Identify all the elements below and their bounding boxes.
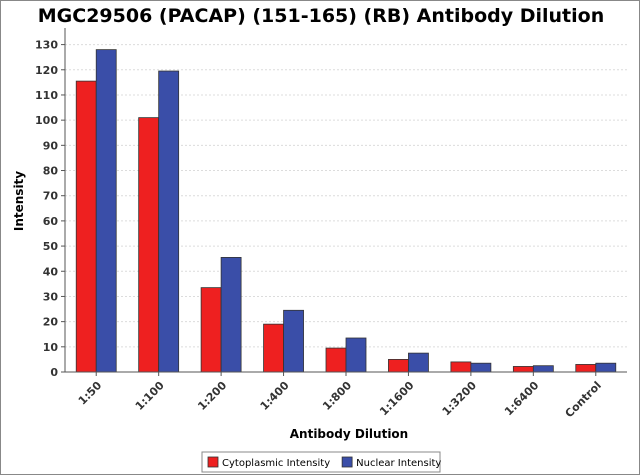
bar-cytoplasmic-5: [388, 359, 409, 373]
y-tick-label: 0: [50, 366, 58, 379]
x-tick-label: 1:50: [76, 379, 105, 408]
bar-nuclear-5: [408, 352, 429, 373]
bars: [75, 49, 617, 373]
y-tick-label: 90: [43, 139, 59, 152]
x-tick-label: 1:6400: [502, 379, 542, 419]
y-tick-label: 20: [43, 316, 59, 329]
bar-nuclear-1: [158, 70, 180, 373]
bar-cytoplasmic-4: [325, 347, 347, 373]
bar-cytoplasmic-8: [575, 364, 597, 373]
bar-cytoplasmic-2: [200, 287, 222, 373]
legend-label-1: Nuclear Intensity: [356, 458, 441, 469]
bar-cytoplasmic-0: [75, 80, 97, 373]
bar-nuclear-0: [95, 49, 117, 373]
legend: Cytoplasmic Intensity Nuclear Intensity: [201, 451, 441, 473]
y-tick-label: 50: [43, 240, 59, 253]
y-tick-label: 70: [43, 190, 59, 203]
y-tick-label: 10: [43, 341, 59, 354]
y-tick-label: 80: [43, 165, 59, 178]
x-tick-label: 1:400: [258, 379, 292, 413]
bar-nuclear-8: [595, 362, 617, 373]
legend-swatch-1: [341, 456, 353, 468]
x-tick-label: 1:200: [195, 379, 229, 413]
y-tick-label: 40: [43, 265, 59, 278]
x-tick-label: 1:100: [133, 379, 167, 413]
bar-nuclear-3: [283, 309, 304, 373]
x-axis-title: Antibody Dilution: [290, 427, 408, 441]
bar-cytoplasmic-7: [512, 366, 534, 373]
bar-nuclear-2: [220, 257, 242, 373]
y-tick-label: 60: [43, 215, 59, 228]
bar-nuclear-4: [345, 337, 367, 373]
bar-cytoplasmic-6: [450, 361, 472, 373]
y-tick-label: 100: [35, 114, 58, 127]
bar-cytoplasmic-3: [263, 323, 284, 373]
y-tick-label: 30: [43, 290, 59, 303]
x-tick-label: 1:1600: [377, 379, 417, 419]
bar-nuclear-7: [532, 365, 554, 373]
x-tick-label: 1:800: [320, 379, 354, 413]
legend-swatch-0: [207, 456, 219, 468]
legend-box: [201, 451, 441, 473]
y-tick-label: 120: [35, 64, 58, 77]
y-tick-label: 130: [35, 39, 58, 52]
legend-label-0: Cytoplasmic Intensity: [222, 458, 330, 469]
chart-title: MGC29506 (PACAP) (151-165) (RB) Antibody…: [38, 5, 604, 27]
y-tick-label: 110: [35, 89, 58, 102]
x-tick-label: 1:3200: [440, 379, 480, 419]
bar-nuclear-6: [470, 362, 492, 373]
bar-cytoplasmic-1: [138, 117, 160, 373]
x-tick-label: Control: [563, 379, 604, 420]
y-axis-title: Intensity: [12, 171, 26, 231]
